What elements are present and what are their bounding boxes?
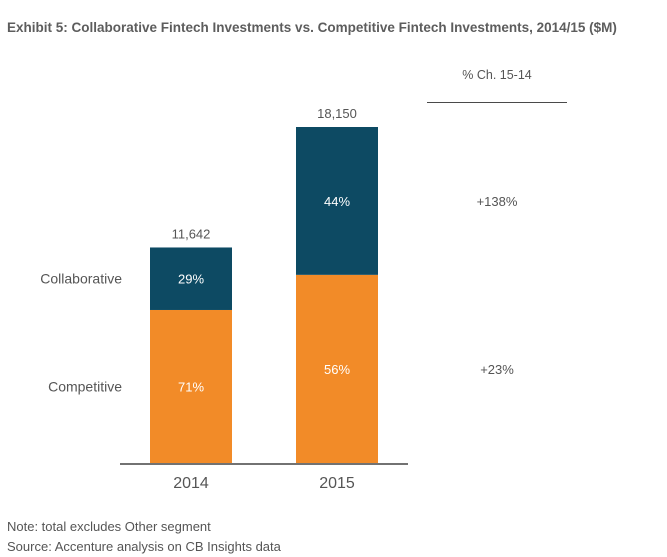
share-label-competitive-2014: 71% <box>178 379 204 394</box>
share-label-collaborative-2015: 44% <box>324 194 350 209</box>
source-note: Source: Accenture analysis on CB Insight… <box>7 539 281 554</box>
x-tick-label-2015: 2015 <box>319 475 355 492</box>
change-column-header: % Ch. 15-14 <box>462 68 532 82</box>
bar-competitive-2014 <box>150 309 232 463</box>
bar-collaborative-2015 <box>296 127 378 275</box>
change-value-competitive: +23% <box>480 362 514 377</box>
chart-title: Exhibit 5: Collaborative Fintech Investm… <box>7 20 617 35</box>
series-label-competitive: Competitive <box>48 378 122 394</box>
bar-competitive-2015 <box>296 274 378 463</box>
change-value-collaborative: +138% <box>477 194 518 209</box>
series-label-collaborative: Collaborative <box>40 271 122 287</box>
change-header-rule <box>427 102 567 103</box>
share-label-competitive-2015: 56% <box>324 362 350 377</box>
footnote: Note: total excludes Other segment <box>7 519 211 534</box>
total-label-2015: 18,150 <box>317 106 357 121</box>
x-tick-label-2014: 2014 <box>173 475 209 492</box>
share-label-collaborative-2014: 29% <box>178 272 204 287</box>
total-label-2014: 11,642 <box>172 226 211 241</box>
bar-collaborative-2014 <box>150 247 232 310</box>
